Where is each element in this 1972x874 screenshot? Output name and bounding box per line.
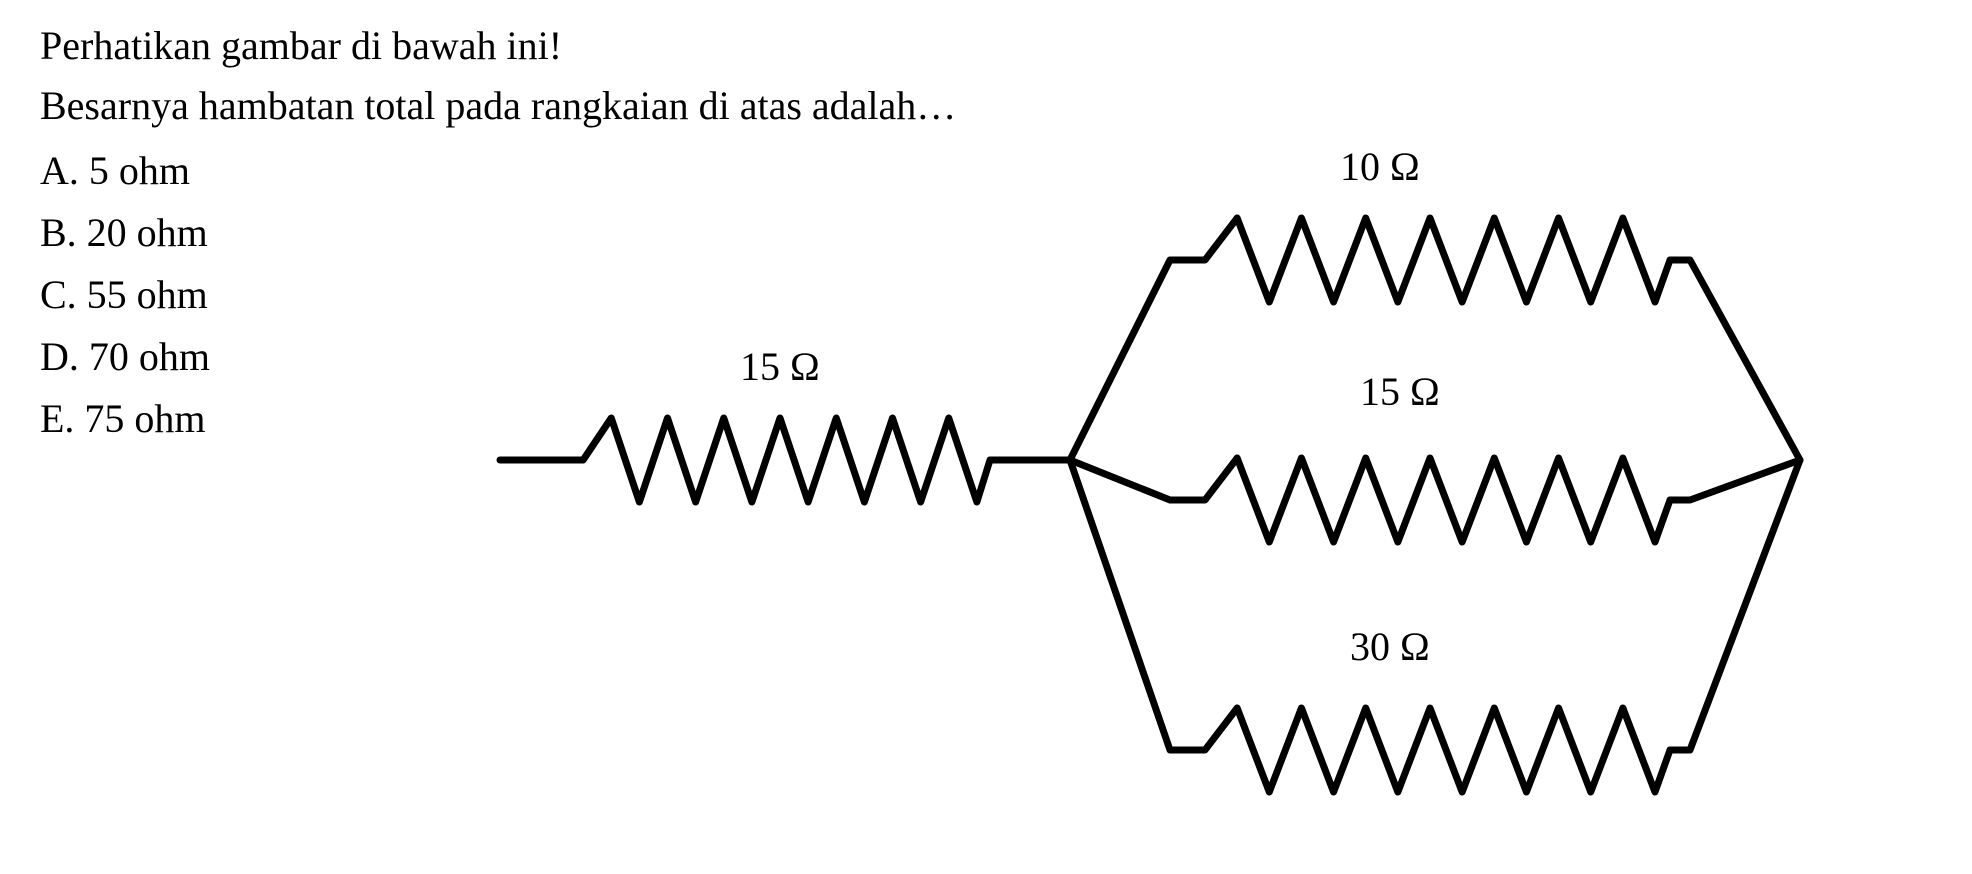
option-d: D. 70 ohm (40, 326, 470, 388)
option-b: B. 20 ohm (40, 202, 470, 264)
question-line-1: Perhatikan gambar di bawah ini! (40, 20, 1932, 72)
svg-text:15 Ω: 15 Ω (1360, 369, 1440, 414)
svg-text:10 Ω: 10 Ω (1340, 144, 1420, 189)
answer-options: A. 5 ohm B. 20 ohm C. 55 ohm D. 70 ohm E… (40, 140, 470, 450)
option-e: E. 75 ohm (40, 388, 470, 450)
svg-text:15 Ω: 15 Ω (740, 344, 820, 389)
option-c: C. 55 ohm (40, 264, 470, 326)
circuit-svg: 15 Ω 10 Ω 15 Ω 30 Ω (470, 130, 1870, 830)
circuit-diagram: 15 Ω 10 Ω 15 Ω 30 Ω (470, 130, 1870, 830)
svg-text:30 Ω: 30 Ω (1350, 624, 1430, 669)
option-a: A. 5 ohm (40, 140, 470, 202)
options-and-circuit-row: A. 5 ohm B. 20 ohm C. 55 ohm D. 70 ohm E… (40, 140, 1932, 830)
question-line-2: Besarnya hambatan total pada rangkaian d… (40, 80, 1932, 132)
